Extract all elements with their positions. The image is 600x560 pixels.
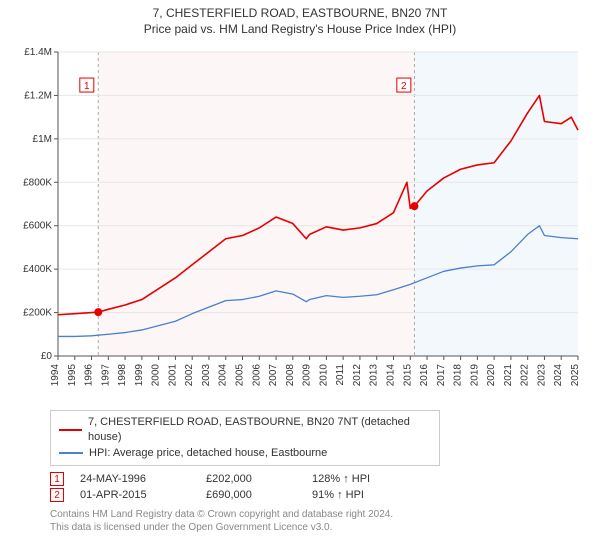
transaction-row: 2 01-APR-2015 £690,000 91% ↑ HPI	[50, 488, 590, 502]
svg-text:£1.2M: £1.2M	[24, 90, 52, 101]
svg-text:1: 1	[84, 81, 90, 92]
transaction-price: £202,000	[206, 473, 296, 485]
svg-text:1995: 1995	[67, 364, 78, 387]
svg-text:1994: 1994	[50, 364, 61, 387]
svg-text:2016: 2016	[419, 364, 430, 387]
svg-text:2007: 2007	[268, 364, 279, 387]
svg-text:1998: 1998	[117, 364, 128, 387]
legend-swatch-hpi	[59, 452, 83, 454]
svg-text:£200K: £200K	[23, 308, 52, 319]
legend-item-hpi: HPI: Average price, detached house, East…	[59, 446, 431, 461]
svg-text:£600K: £600K	[23, 221, 52, 232]
legend-swatch-property	[59, 429, 82, 431]
svg-text:£1M: £1M	[33, 134, 52, 145]
chart-area: £0 £200K £400K £600K £800K £1M £1.2M £1.4M 1994 1…	[10, 42, 590, 402]
transaction-list: 1 24-MAY-1996 £202,000 128% ↑ HPI 2 01-APR-20…	[10, 472, 590, 502]
svg-text:2022: 2022	[520, 364, 531, 387]
svg-text:2015: 2015	[402, 364, 413, 387]
svg-text:2002: 2002	[184, 364, 195, 387]
page-title: 7, CHESTERFIELD ROAD, EASTBOURNE, BN20 7…	[10, 6, 590, 20]
legend-item-property: 7, CHESTERFIELD ROAD, EASTBOURNE, BN20 7…	[59, 415, 431, 446]
line-chart: £0 £200K £400K £600K £800K £1M £1.2M £1.4M 1994 1…	[10, 42, 590, 402]
svg-text:2011: 2011	[335, 364, 346, 386]
svg-text:£400K: £400K	[23, 264, 52, 275]
legend-label-hpi: HPI: Average price, detached house, East…	[89, 446, 327, 461]
svg-text:2001: 2001	[167, 364, 178, 387]
svg-text:1999: 1999	[134, 364, 145, 387]
footer-line-2: This data is licensed under the Open Gov…	[50, 521, 590, 534]
svg-text:2012: 2012	[352, 364, 363, 387]
legend-label-property: 7, CHESTERFIELD ROAD, EASTBOURNE, BN20 7…	[88, 415, 431, 446]
transaction-row: 1 24-MAY-1996 £202,000 128% ↑ HPI	[50, 472, 590, 486]
svg-text:1996: 1996	[84, 364, 95, 387]
svg-text:2023: 2023	[536, 364, 547, 387]
footer-line-1: Contains HM Land Registry data © Crown c…	[50, 508, 590, 521]
svg-text:2010: 2010	[318, 364, 329, 387]
transaction-date: 24-MAY-1996	[80, 473, 190, 485]
svg-text:£800K: £800K	[23, 177, 52, 188]
transaction-vs-hpi: 91% ↑ HPI	[312, 489, 364, 501]
page: 7, CHESTERFIELD ROAD, EASTBOURNE, BN20 7…	[0, 0, 600, 538]
svg-text:2013: 2013	[369, 364, 380, 387]
svg-text:2004: 2004	[218, 364, 229, 387]
svg-text:2006: 2006	[251, 364, 262, 387]
svg-text:2014: 2014	[385, 364, 396, 387]
transaction-vs-hpi: 128% ↑ HPI	[312, 473, 370, 485]
svg-text:2: 2	[401, 81, 407, 92]
footer: Contains HM Land Registry data © Crown c…	[50, 508, 590, 534]
legend: 7, CHESTERFIELD ROAD, EASTBOURNE, BN20 7…	[50, 410, 440, 466]
svg-text:2009: 2009	[302, 364, 313, 387]
svg-text:2024: 2024	[553, 364, 564, 387]
transaction-price: £690,000	[206, 489, 296, 501]
svg-text:2020: 2020	[486, 364, 497, 387]
svg-text:2021: 2021	[503, 364, 514, 387]
svg-text:2017: 2017	[436, 364, 447, 387]
svg-text:2003: 2003	[201, 364, 212, 387]
marker-badge: 2	[50, 488, 64, 502]
svg-text:£0: £0	[41, 351, 53, 362]
svg-text:2019: 2019	[469, 364, 480, 387]
svg-text:2005: 2005	[235, 364, 246, 387]
svg-text:2025: 2025	[570, 364, 581, 387]
page-subtitle: Price paid vs. HM Land Registry's House …	[10, 22, 590, 36]
svg-text:2018: 2018	[453, 364, 464, 387]
svg-text:2008: 2008	[285, 364, 296, 387]
svg-text:1997: 1997	[100, 364, 111, 387]
svg-text:2000: 2000	[151, 364, 162, 387]
transaction-date: 01-APR-2015	[80, 489, 190, 501]
marker-badge: 1	[50, 472, 64, 486]
svg-text:£1.4M: £1.4M	[24, 47, 52, 58]
